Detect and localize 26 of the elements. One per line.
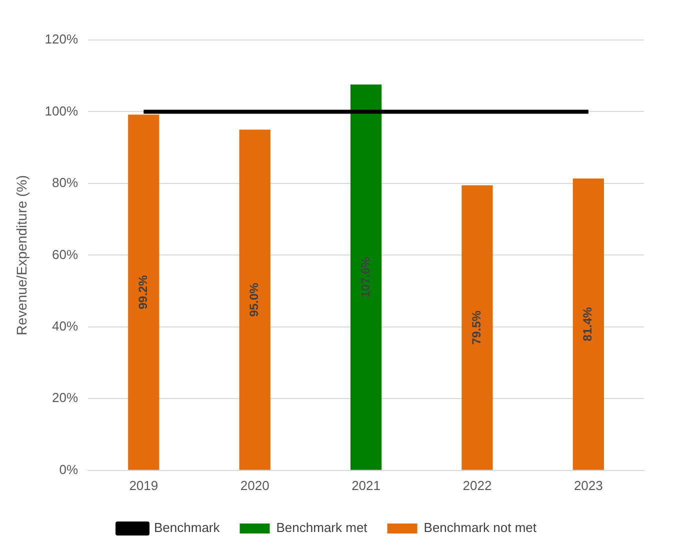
y-tick-label: 20% (52, 390, 78, 406)
x-tick-label: 2021 (352, 478, 380, 493)
x-tick-label: 2023 (574, 478, 603, 493)
y-tick-label: 120% (44, 32, 78, 47)
bar (128, 114, 160, 470)
bar (572, 178, 604, 470)
bar (350, 84, 382, 470)
y-tick-label: 80% (52, 175, 78, 190)
x-tick-label: 2022 (462, 478, 492, 493)
y-tick-label: 0% (59, 462, 78, 477)
y-tick-label: 40% (52, 318, 78, 334)
data-label: 81.4% (580, 306, 595, 342)
bar (239, 130, 270, 470)
legend-label: Benchmark (154, 520, 220, 536)
y-axis-title: Revenue/Expenditure (%) (13, 175, 30, 336)
x-tick-label: 2020 (240, 478, 270, 493)
data-label: 79.5% (470, 310, 484, 345)
legend-label: Benchmark met (276, 520, 368, 536)
y-tick-label: 60% (52, 246, 78, 262)
data-label: 107.6% (358, 256, 372, 298)
y-tick-label: 100% (44, 103, 78, 118)
bar (462, 185, 493, 470)
legend-label: Benchmark not met (424, 520, 537, 536)
data-label: 95.0% (247, 282, 262, 317)
x-tick-label: 2019 (129, 478, 158, 493)
data-label: 99.2% (136, 274, 150, 310)
